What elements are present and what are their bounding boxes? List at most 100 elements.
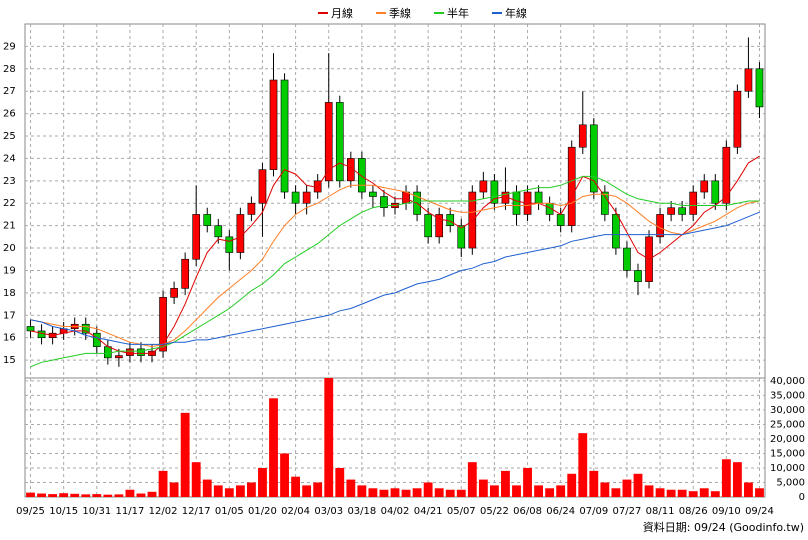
volume-bar	[59, 493, 69, 497]
candle-body	[424, 214, 432, 238]
candle-body	[203, 214, 212, 226]
volume-bar	[103, 494, 113, 497]
candle-body	[755, 68, 764, 108]
volume-bar	[125, 489, 135, 497]
volume-bar	[589, 470, 599, 497]
y-tick-label: 28	[3, 64, 16, 75]
candle-body	[247, 202, 256, 215]
candle-body	[667, 207, 675, 215]
candle-body	[446, 214, 455, 226]
volume-bar	[213, 485, 223, 497]
candle-body	[137, 348, 145, 356]
volume-bar	[600, 482, 610, 497]
y2-tick-label: 0	[799, 492, 805, 503]
candle-body	[402, 191, 410, 204]
footer: 資料日期: 09/24 (Goodinfo.tw)	[643, 520, 804, 534]
volume-bar	[70, 493, 80, 497]
volume-bar	[26, 492, 35, 497]
candle-body	[358, 158, 366, 193]
candle-body	[435, 214, 444, 238]
x-tick-label: 02/04	[281, 506, 310, 517]
candle-body	[457, 225, 466, 249]
candle-body	[324, 102, 333, 182]
candle-body	[225, 236, 234, 253]
candle-body	[81, 323, 90, 334]
y-tick-label: 19	[3, 265, 16, 276]
legend-label: 月線	[331, 6, 353, 20]
candle-body	[170, 288, 178, 298]
volume-bar	[114, 494, 124, 497]
y-tick-label: 29	[3, 41, 16, 52]
volume-bar	[512, 485, 521, 497]
x-tick-label: 06/24	[546, 506, 575, 517]
y2-tick-label: 35,000	[770, 390, 805, 401]
volume-bar	[445, 489, 455, 497]
volume-bar	[655, 488, 665, 497]
volume-bar	[224, 488, 234, 497]
volume-bar	[92, 494, 102, 497]
candle-body	[468, 191, 477, 249]
x-tick-label: 10/31	[82, 506, 111, 517]
volume-bar	[324, 378, 334, 497]
legend-label: 半年	[447, 6, 469, 20]
candle-body	[369, 191, 377, 197]
volume-bar	[401, 489, 411, 497]
volume-bar	[666, 489, 676, 497]
candle-body	[126, 348, 134, 356]
volume-bar	[269, 398, 278, 497]
candle-body	[689, 191, 698, 215]
candle-body	[656, 214, 664, 238]
candle-body	[280, 79, 289, 193]
x-tick-label: 07/09	[579, 506, 608, 517]
ma-line	[30, 184, 760, 348]
volume-bar	[180, 412, 190, 497]
volume-bar	[633, 473, 643, 497]
volume-bar	[677, 489, 687, 497]
ma-line	[30, 175, 760, 368]
legend-label: 年線	[505, 6, 527, 20]
volume-bar	[357, 485, 367, 497]
volume-bar	[37, 493, 46, 497]
candle-body	[159, 297, 167, 352]
candle-body	[302, 191, 311, 204]
candle-body	[269, 79, 278, 170]
y2-tick-label: 15,000	[770, 448, 805, 459]
x-tick-label: 05/22	[480, 506, 509, 517]
x-tick-label: 10/15	[49, 506, 78, 517]
volume-bar	[567, 473, 577, 497]
volume-bar	[368, 488, 378, 497]
candle-body	[623, 247, 631, 271]
volume-bar	[346, 479, 356, 497]
volume-bar	[467, 462, 477, 497]
volume-bar	[611, 488, 621, 497]
y-tick-label: 23	[3, 176, 16, 187]
volume-bar	[202, 479, 212, 497]
candle-body	[181, 258, 189, 289]
volume-bar	[48, 494, 58, 497]
volume-bar	[478, 479, 488, 497]
y2-tick-label: 5,000	[776, 477, 805, 488]
x-tick-label: 01/20	[248, 506, 277, 517]
x-tick-label: 08/26	[679, 506, 708, 517]
volume-bar	[158, 470, 168, 497]
volume-bar	[412, 488, 422, 497]
y2-tick-label: 40,000	[770, 376, 805, 387]
candle-body	[711, 180, 720, 204]
volume-bar	[622, 479, 632, 497]
candle-body	[104, 346, 112, 359]
volume-bar	[434, 488, 444, 497]
volume-bar	[191, 462, 201, 497]
candle-body	[258, 169, 267, 204]
volume-bar	[755, 488, 764, 497]
x-tick-label: 09/10	[712, 506, 741, 517]
x-tick-label: 04/02	[381, 506, 410, 517]
y2-tick-label: 20,000	[770, 434, 805, 445]
candle-body	[335, 102, 344, 182]
volume-bar	[147, 491, 157, 497]
volume-bar	[523, 467, 532, 497]
volume-bar	[699, 488, 709, 497]
x-tick-label: 06/08	[513, 506, 542, 517]
candle-body	[214, 225, 223, 238]
candle-body	[601, 191, 609, 215]
volume-bar	[302, 485, 312, 497]
